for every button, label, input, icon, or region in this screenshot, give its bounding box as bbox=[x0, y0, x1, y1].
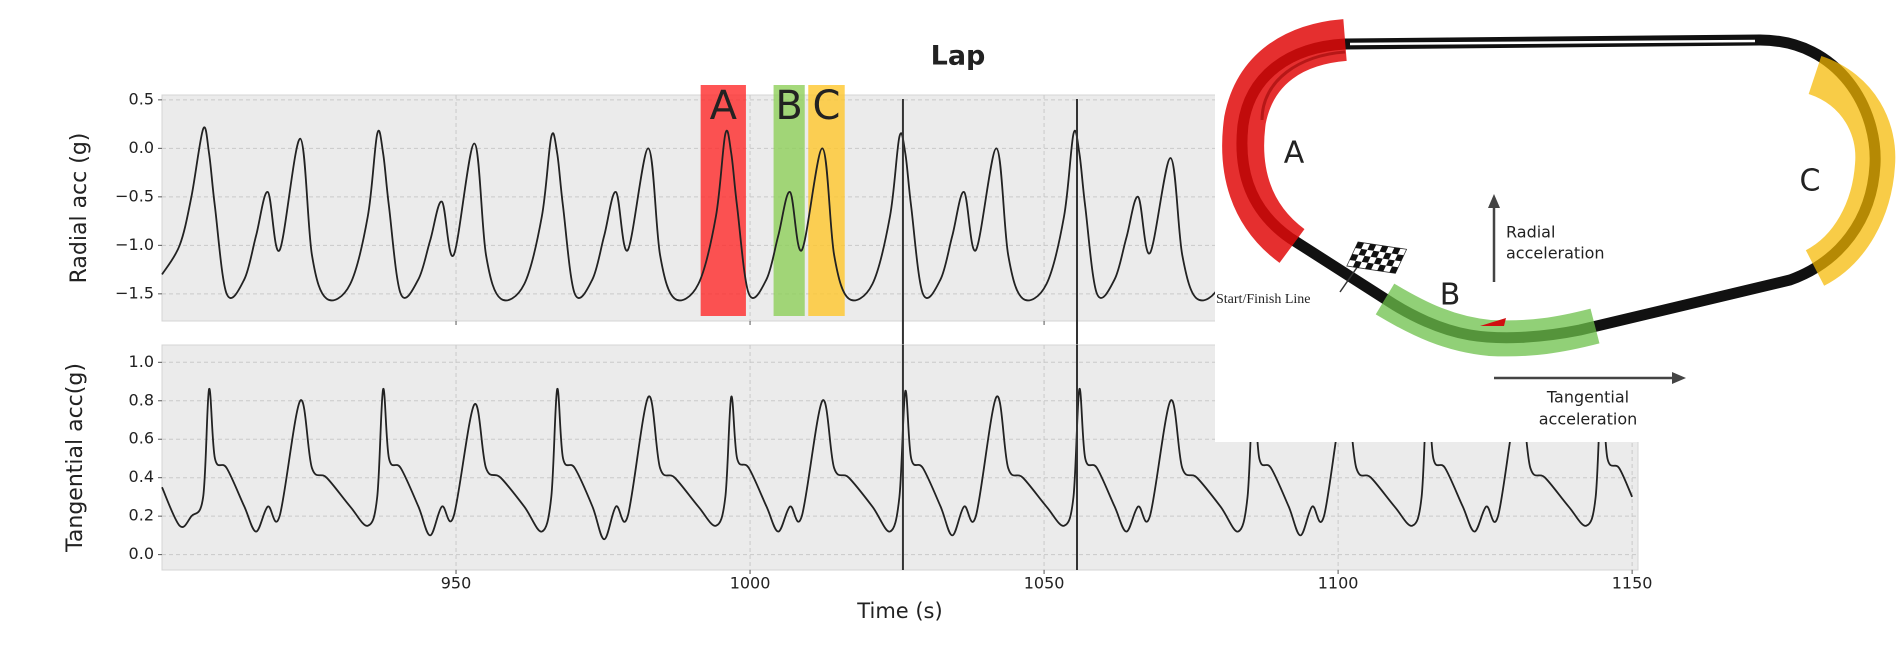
track-diagram: A B C Start/Finish Line Radial accelerat… bbox=[1215, 0, 1900, 442]
y-axis-label: Radial acc (g) bbox=[67, 133, 92, 284]
diagram-panel bbox=[1215, 0, 1900, 442]
y-tick-label: 0.4 bbox=[129, 467, 154, 486]
highlight-band bbox=[700, 85, 746, 316]
band-label: C bbox=[813, 83, 841, 129]
band-label: A bbox=[710, 83, 738, 129]
start-leader bbox=[1339, 265, 1359, 293]
x-axis-label: Time (s) bbox=[856, 599, 942, 623]
y-axis-label: Tangential acc(g) bbox=[63, 363, 88, 553]
y-tick-label: 1.0 bbox=[129, 352, 154, 371]
x-tick-label: 1000 bbox=[730, 574, 771, 593]
radial-label: Radial bbox=[1506, 223, 1555, 242]
y-tick-label: 0.0 bbox=[129, 138, 154, 157]
corner-label: C bbox=[1800, 164, 1821, 199]
radial-label: acceleration bbox=[1506, 244, 1605, 263]
y-tick-label: 0.0 bbox=[129, 544, 154, 563]
chart-title: Lap bbox=[931, 41, 986, 72]
segment-a bbox=[1222, 19, 1348, 263]
y-tick-label: 0.6 bbox=[129, 429, 154, 448]
highlight-band bbox=[773, 85, 805, 316]
x-tick-label: 1050 bbox=[1024, 574, 1065, 593]
track-lane bbox=[1349, 39, 1756, 46]
start-marker bbox=[1480, 318, 1506, 326]
segment-c bbox=[1805, 56, 1896, 286]
start-finish-label: Start/Finish Line bbox=[1216, 292, 1311, 307]
x-tick-label: 950 bbox=[441, 574, 472, 593]
y-tick-label: 0.8 bbox=[129, 390, 154, 409]
tangential-label: Tangential bbox=[1546, 388, 1629, 407]
corner-label: B bbox=[1440, 278, 1461, 313]
y-tick-label: 0.2 bbox=[129, 506, 154, 525]
tangential-arrow-head bbox=[1672, 372, 1686, 384]
y-tick-label: −1.0 bbox=[115, 235, 154, 254]
tangential-label: acceleration bbox=[1539, 410, 1638, 429]
radial-arrow-head bbox=[1488, 194, 1500, 208]
corner-label: A bbox=[1284, 136, 1305, 171]
x-tick-label: 1150 bbox=[1612, 574, 1653, 593]
x-tick-label: 1100 bbox=[1318, 574, 1359, 593]
checkered-flag bbox=[1346, 241, 1408, 274]
segment-a-lane bbox=[1260, 50, 1346, 121]
segment-b bbox=[1375, 283, 1600, 357]
y-tick-label: 0.5 bbox=[129, 89, 154, 108]
band-label: B bbox=[775, 83, 802, 129]
y-tick-label: −1.5 bbox=[115, 283, 154, 302]
y-tick-label: −0.5 bbox=[115, 186, 154, 205]
